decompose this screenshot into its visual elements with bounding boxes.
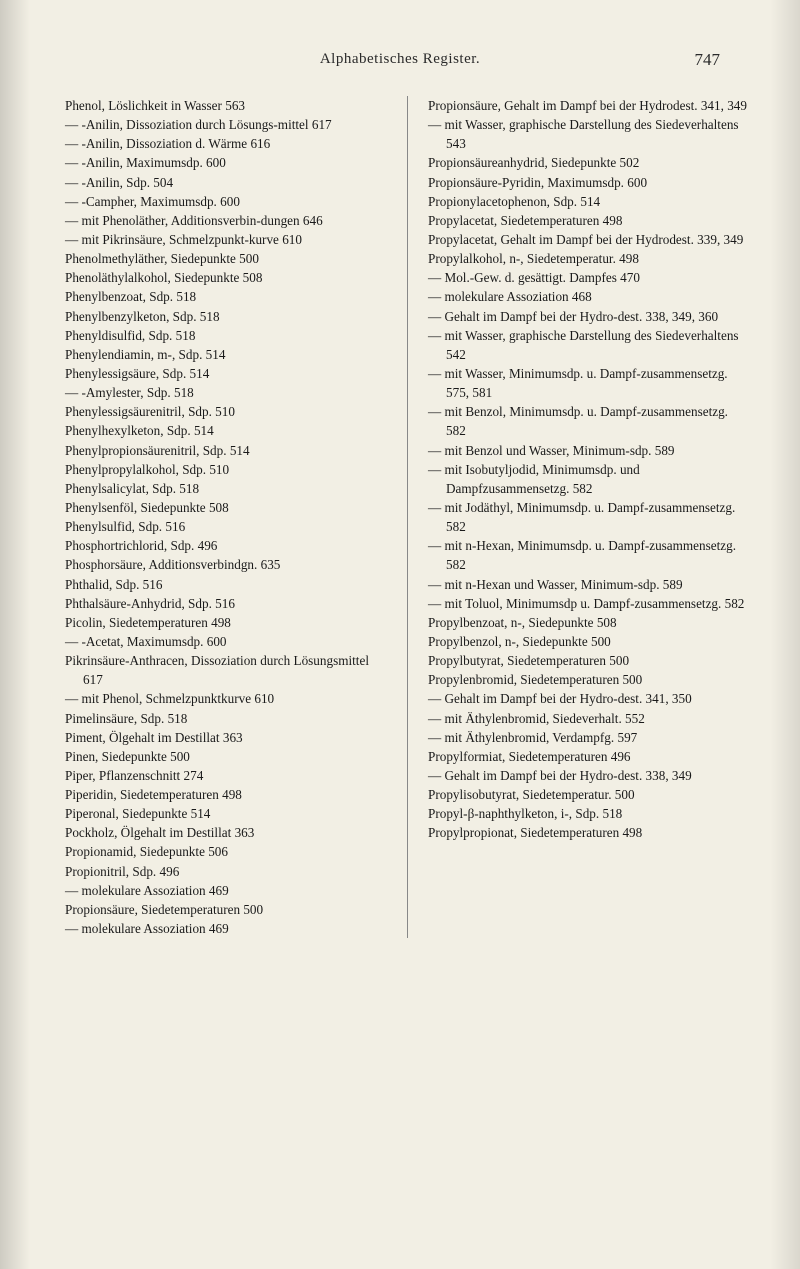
index-entry: Phenylsenföl, Siedepunkte 508 (65, 498, 387, 517)
index-entry: Phenylendiamin, m-, Sdp. 514 (65, 345, 387, 364)
index-entry: — -Campher, Maximumsdp. 600 (65, 192, 387, 211)
index-entry: Phenylpropylalkohol, Sdp. 510 (65, 460, 387, 479)
index-entry: — mit Isobutyljodid, Minimumsdp. und Dam… (428, 460, 750, 498)
index-entry: Piper, Pflanzenschnitt 274 (65, 766, 387, 785)
index-entry: — -Anilin, Dissoziation durch Lösungs-mi… (65, 115, 387, 134)
index-entry: Propionsäure, Gehalt im Dampf bei der Hy… (428, 96, 750, 115)
index-entry: Phenylbenzoat, Sdp. 518 (65, 287, 387, 306)
index-entry: Piperidin, Siedetemperaturen 498 (65, 785, 387, 804)
index-entry: Propylbenzol, n-, Siedepunkte 500 (428, 632, 750, 651)
index-entry: Propylbenzoat, n-, Siedepunkte 508 (428, 613, 750, 632)
index-entry: Propylisobutyrat, Siedetemperatur. 500 (428, 785, 750, 804)
index-entry: Pimelinsäure, Sdp. 518 (65, 709, 387, 728)
index-entry: Phenolmethyläther, Siedepunkte 500 (65, 249, 387, 268)
index-entry: Phthalid, Sdp. 516 (65, 575, 387, 594)
index-entry: — mit n-Hexan, Minimumsdp. u. Dampf-zusa… (428, 536, 750, 574)
index-entry: Propionsäure-Pyridin, Maximumsdp. 600 (428, 173, 750, 192)
index-entry: — mit Äthylenbromid, Siedeverhalt. 552 (428, 709, 750, 728)
index-entry: — Gehalt im Dampf bei der Hydro-dest. 33… (428, 766, 750, 785)
index-entry: — Gehalt im Dampf bei der Hydro-dest. 33… (428, 307, 750, 326)
right-column: Propionsäure, Gehalt im Dampf bei der Hy… (428, 96, 750, 938)
index-entry: Phenylsulfid, Sdp. 516 (65, 517, 387, 536)
index-entry: Propionsäure, Siedetemperaturen 500 (65, 900, 387, 919)
index-entry: — -Acetat, Maximumsdp. 600 (65, 632, 387, 651)
index-entry: Phenoläthylalkohol, Siedepunkte 508 (65, 268, 387, 287)
index-entry: Propylacetat, Siedetemperaturen 498 (428, 211, 750, 230)
index-entry: — molekulare Assoziation 469 (65, 919, 387, 938)
index-entry: Propionsäureanhydrid, Siedepunkte 502 (428, 153, 750, 172)
index-entry: Pinen, Siedepunkte 500 (65, 747, 387, 766)
index-entry: Phenylhexylketon, Sdp. 514 (65, 421, 387, 440)
index-entry: Phenylessigsäurenitril, Sdp. 510 (65, 402, 387, 421)
index-entry: Phenol, Löslichkeit in Wasser 563 (65, 96, 387, 115)
index-entry: — mit Phenoläther, Additionsverbin-dunge… (65, 211, 387, 230)
index-entry: — mit Wasser, Minimumsdp. u. Dampf-zusam… (428, 364, 750, 402)
index-entry: — mit Phenol, Schmelzpunktkurve 610 (65, 689, 387, 708)
column-divider (407, 96, 408, 938)
index-entry: Propylformiat, Siedetemperaturen 496 (428, 747, 750, 766)
index-entry: Propylbutyrat, Siedetemperaturen 500 (428, 651, 750, 670)
index-entry: Propyl-β-naphthylketon, i-, Sdp. 518 (428, 804, 750, 823)
index-entry: Piment, Ölgehalt im Destillat 363 (65, 728, 387, 747)
index-entry: Phthalsäure-Anhydrid, Sdp. 516 (65, 594, 387, 613)
index-entry: Phosphorsäure, Additionsverbindgn. 635 (65, 555, 387, 574)
page-shadow-right (770, 0, 800, 1269)
index-entry: Propylalkohol, n-, Siedetemperatur. 498 (428, 249, 750, 268)
index-entry: Phenylessigsäure, Sdp. 514 (65, 364, 387, 383)
index-entry: — Mol.-Gew. d. gesättigt. Dampfes 470 (428, 268, 750, 287)
left-column: Phenol, Löslichkeit in Wasser 563— -Anil… (65, 96, 387, 938)
index-entry: — -Anilin, Maximumsdp. 600 (65, 153, 387, 172)
index-entry: Piperonal, Siedepunkte 514 (65, 804, 387, 823)
index-entry: — mit Pikrinsäure, Schmelzpunkt-kurve 61… (65, 230, 387, 249)
index-entry: Pikrinsäure-Anthracen, Dissoziation durc… (65, 651, 387, 689)
index-entry: — mit Jodäthyl, Minimumsdp. u. Dampf-zus… (428, 498, 750, 536)
index-entry: — molekulare Assoziation 469 (65, 881, 387, 900)
index-entry: — mit Benzol, Minimumsdp. u. Dampf-zusam… (428, 402, 750, 440)
content-area: Phenol, Löslichkeit in Wasser 563— -Anil… (0, 88, 800, 958)
index-entry: — mit Wasser, graphische Darstellung des… (428, 326, 750, 364)
index-entry: Propylacetat, Gehalt im Dampf bei der Hy… (428, 230, 750, 249)
index-entry: — -Anilin, Dissoziation d. Wärme 616 (65, 134, 387, 153)
index-entry: Pockholz, Ölgehalt im Destillat 363 (65, 823, 387, 842)
index-entry: Propylenbromid, Siedetemperaturen 500 (428, 670, 750, 689)
index-entry: — mit n-Hexan und Wasser, Minimum-sdp. 5… (428, 575, 750, 594)
index-entry: Propionitril, Sdp. 496 (65, 862, 387, 881)
index-entry: — mit Toluol, Minimumsdp u. Dampf-zusamm… (428, 594, 750, 613)
page: Alphabetisches Register. 747 Phenol, Lös… (0, 0, 800, 1269)
index-entry: Picolin, Siedetemperaturen 498 (65, 613, 387, 632)
index-entry: — mit Benzol und Wasser, Minimum-sdp. 58… (428, 441, 750, 460)
index-entry: Propionamid, Siedepunkte 506 (65, 842, 387, 861)
index-entry: Propionylacetophenon, Sdp. 514 (428, 192, 750, 211)
index-entry: Propylpropionat, Siedetemperaturen 498 (428, 823, 750, 842)
index-entry: — Gehalt im Dampf bei der Hydro-dest. 34… (428, 689, 750, 708)
index-entry: — mit Wasser, graphische Darstellung des… (428, 115, 750, 153)
index-entry: Phenylpropionsäurenitril, Sdp. 514 (65, 441, 387, 460)
index-entry: Phenylbenzylketon, Sdp. 518 (65, 307, 387, 326)
index-entry: Phosphortrichlorid, Sdp. 496 (65, 536, 387, 555)
index-entry: — molekulare Assoziation 468 (428, 287, 750, 306)
page-number: 747 (695, 50, 721, 70)
page-header: Alphabetisches Register. 747 (0, 0, 800, 88)
index-entry: — -Anilin, Sdp. 504 (65, 173, 387, 192)
header-title: Alphabetisches Register. (320, 51, 480, 67)
index-entry: Phenyldisulfid, Sdp. 518 (65, 326, 387, 345)
index-entry: — mit Äthylenbromid, Verdampfg. 597 (428, 728, 750, 747)
index-entry: Phenylsalicylat, Sdp. 518 (65, 479, 387, 498)
page-shadow-left (0, 0, 30, 1269)
index-entry: — -Amylester, Sdp. 518 (65, 383, 387, 402)
